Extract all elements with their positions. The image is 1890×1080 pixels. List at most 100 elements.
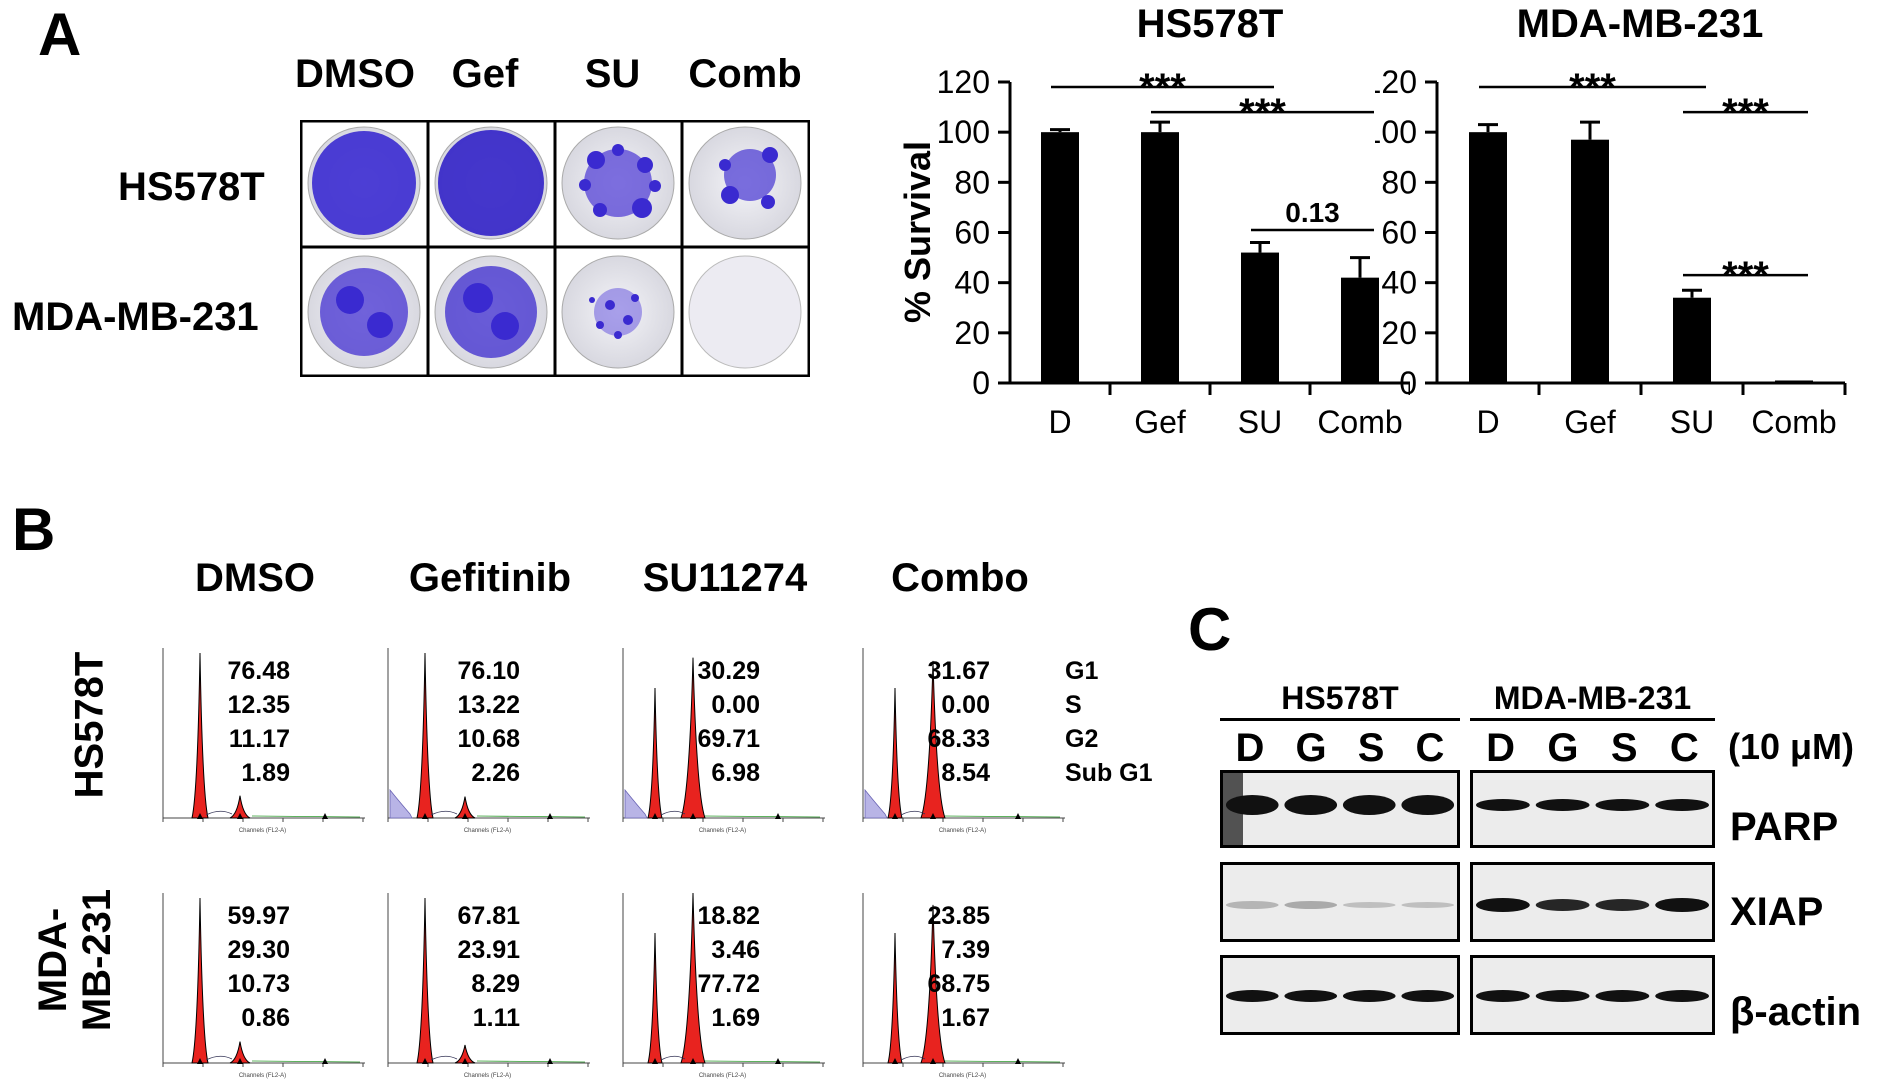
s-phase-fit: [660, 810, 686, 816]
hist-axis-label: Channels (FL2-A): [239, 828, 286, 834]
marker-triangle: [462, 1058, 468, 1064]
panel-c-letter: C: [1188, 596, 1232, 663]
phase-value: 6.98: [711, 759, 760, 787]
y-tick-label: 0: [1399, 365, 1417, 401]
lane-s: S: [1610, 726, 1638, 770]
cellline-hs578t-underline: [1220, 718, 1460, 721]
plate-hs578t-gef: [434, 126, 548, 240]
g1-peak: [191, 897, 209, 1064]
flow-histogram: Channels (FL2-A): [622, 648, 825, 834]
blot-band: [1342, 990, 1396, 1002]
cellline-mda-label: MDA-MB-231: [1493, 680, 1692, 716]
tail-fit: [704, 815, 821, 818]
subg1-area: [389, 788, 413, 819]
chart2-title: MDA-MB-231: [1516, 2, 1764, 46]
g1-peak: [647, 687, 663, 819]
significance-label: 0.13: [1285, 197, 1340, 228]
g2-peak: [680, 657, 706, 819]
x-tick-label: D: [1476, 404, 1499, 440]
lane-c: C: [1669, 726, 1699, 770]
lane-g: G: [1295, 726, 1327, 770]
phase-value: 12.35: [227, 691, 290, 719]
x-tick-label: Comb: [1751, 404, 1836, 440]
g1-peak: [191, 652, 209, 819]
g2-peak: [454, 796, 476, 819]
hist-axis-label: Channels (FL2-A): [239, 1073, 286, 1079]
marker-triangle: [422, 1058, 428, 1064]
blot-parp: [1470, 770, 1715, 848]
y-tick-label: 0: [972, 365, 990, 401]
y-tick-label: 80: [1381, 164, 1417, 200]
tail-fit: [944, 1060, 1061, 1063]
marker-triangle: [322, 1058, 328, 1064]
x-tick-label: SU: [1670, 404, 1714, 440]
phase-value: 13.22: [457, 691, 520, 719]
blot-band: [1284, 990, 1338, 1002]
phase-value: 10.73: [227, 970, 290, 998]
bar: [1775, 380, 1813, 383]
lane-g: G: [1547, 726, 1579, 770]
marker-triangle: [775, 1058, 781, 1064]
phase-label-subg1: Sub G1: [1065, 759, 1153, 787]
g2-peak: [920, 660, 946, 819]
plate-hs578t-comb: [688, 126, 802, 240]
lane-labels-mda: D G S C: [1470, 726, 1715, 771]
phase-value: 67.81: [457, 902, 520, 930]
phase-labels: G1 S G2 Sub G1: [1065, 654, 1153, 790]
plate-hs578t-su: [561, 126, 675, 240]
phase-value: 76.10: [457, 657, 520, 685]
panel-b-letter: B: [12, 496, 56, 563]
cell-cycle-values: 18.82 3.46 77.72 1.69: [650, 899, 760, 1035]
flow-histogram: Channels (FL2-A): [387, 648, 590, 834]
hist-axis-label: Channels (FL2-A): [939, 1073, 986, 1079]
phase-value: 59.97: [227, 902, 290, 930]
y-tick-label: 60: [954, 215, 990, 251]
g1-peak: [887, 932, 903, 1064]
marker-triangle: [652, 1058, 658, 1064]
phase-value: 1.11: [472, 1004, 520, 1032]
phase-value: 77.72: [697, 970, 760, 998]
blot-band: [1475, 990, 1530, 1002]
plate-header-comb: Comb: [688, 52, 802, 96]
significance-label: ***: [1239, 91, 1286, 135]
lane-labels-hs578t: D G S C: [1220, 726, 1460, 771]
phase-label-g2: G2: [1065, 725, 1099, 753]
blot-band: [1595, 990, 1650, 1002]
protein-label-bactin: β-actin: [1730, 990, 1862, 1034]
significance-label: ***: [1722, 254, 1769, 298]
blot-band: [1401, 795, 1455, 815]
subg1-area: [624, 788, 648, 819]
cell-cycle-values: 76.10 13.22 10.68 2.26: [410, 654, 520, 790]
phase-value: 69.71: [697, 725, 760, 753]
bar: [1141, 132, 1179, 383]
marker-triangle: [1015, 813, 1021, 819]
blot-band: [1225, 990, 1279, 1002]
y-tick-label: 20: [1381, 315, 1417, 351]
g1-peak: [416, 897, 434, 1064]
y-tick-label: 120: [1375, 64, 1417, 100]
lane-c: C: [1415, 726, 1445, 770]
x-tick-label: D: [1048, 404, 1071, 440]
phase-value: 23.85: [927, 902, 990, 930]
hist-axis-label: Channels (FL2-A): [939, 828, 986, 834]
blot-xiap: [1220, 862, 1460, 942]
cell-cycle-values: 30.29 0.00 69.71 6.98: [650, 654, 760, 790]
cell-cycle-values: 76.48 12.35 11.17 1.89: [180, 654, 290, 790]
s-phase-fit: [205, 1055, 233, 1061]
marker-triangle: [197, 1058, 203, 1064]
chart-hs578t: 0 20 40 60 80 100 120 D Gef SU Comb *** *** 0.13 % Sur…: [897, 64, 1410, 440]
blot-band: [1535, 990, 1590, 1002]
plate-hs578t-dmso: [307, 126, 421, 240]
marker-triangle: [237, 813, 243, 819]
phase-value: 11.17: [228, 725, 290, 753]
protein-label-parp: PARP: [1730, 805, 1839, 849]
blot-band: [1401, 990, 1455, 1002]
g2-peak: [920, 904, 946, 1064]
s-phase-fit: [900, 1055, 926, 1061]
blot-smear: [1223, 773, 1243, 845]
s-phase-fit: [430, 1055, 458, 1061]
bar: [1041, 132, 1079, 383]
phase-value: 23.91: [457, 936, 520, 964]
phase-value: 68.33: [927, 725, 990, 753]
bar: [1673, 297, 1711, 383]
